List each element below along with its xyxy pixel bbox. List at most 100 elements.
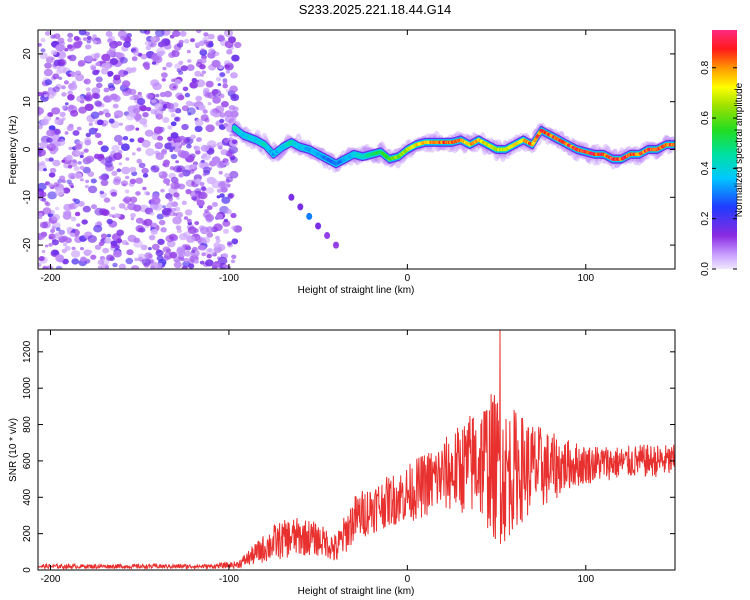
spectrogram-noise-blob bbox=[132, 204, 142, 212]
spectrogram-noise-blob bbox=[205, 259, 214, 267]
spectrogram-noise-blob bbox=[48, 172, 56, 178]
spectrogram-noise-blob bbox=[120, 180, 129, 187]
spectrogram-noise-blob bbox=[184, 244, 191, 249]
spectrogram-noise-blob bbox=[63, 80, 69, 85]
spectrogram-noise-blob bbox=[74, 143, 83, 150]
spectrogram-noise-blob bbox=[62, 258, 69, 265]
spectrogram-noise-blob bbox=[93, 53, 100, 59]
spectrogram-noise-blob bbox=[223, 218, 229, 223]
spectrogram-noise-blob bbox=[149, 211, 155, 216]
spectrogram-noise-blob bbox=[41, 197, 47, 202]
secondary-track-blob bbox=[315, 222, 322, 230]
spectrogram-noise-blob bbox=[103, 197, 111, 203]
spectrogram-noise-blob bbox=[80, 151, 85, 155]
spectrogram-noise-blob bbox=[76, 223, 81, 227]
spectrogram-noise-blob bbox=[117, 141, 123, 146]
spectrogram-noise-blob bbox=[122, 80, 131, 88]
spectrogram-noise-blob bbox=[97, 119, 104, 126]
spectrogram-noise-blob bbox=[94, 128, 99, 132]
spectrogram-noise-blob bbox=[174, 142, 181, 148]
spectrogram-noise-blob bbox=[166, 102, 174, 110]
spectrogram-noise-blob bbox=[199, 181, 205, 187]
spectrogram-noise-blob bbox=[222, 220, 231, 227]
spectrogram-noise-blob bbox=[113, 213, 120, 219]
spectrogram-noise-blob bbox=[130, 213, 136, 218]
spectrogram-noise-blob bbox=[106, 254, 114, 261]
spectrogram-noise-blob bbox=[94, 244, 102, 250]
spectrogram-noise-blob bbox=[172, 30, 181, 37]
spectrogram-noise-blob bbox=[184, 92, 191, 98]
spectrogram-noise-blob bbox=[53, 128, 61, 135]
spectrogram-noise-blob bbox=[107, 38, 113, 44]
spectrogram-noise-blob bbox=[38, 91, 43, 97]
spectrogram-noise-blob bbox=[211, 89, 222, 98]
spectrogram-noise-blob bbox=[199, 58, 207, 64]
spectrogram-noise-blob bbox=[169, 83, 179, 91]
spectrogram-noise-blob bbox=[215, 235, 220, 240]
spectrogram-noise-blob bbox=[68, 104, 75, 110]
spectrogram-noise-blob bbox=[39, 141, 48, 149]
spectrogram-noise-blob bbox=[113, 250, 122, 258]
spectrogram-noise-blob bbox=[225, 176, 233, 183]
spectrogram-noise-blob bbox=[174, 63, 182, 70]
spectrogram-noise-blob bbox=[129, 138, 135, 143]
spectrogram-noise-blob bbox=[101, 123, 107, 127]
spectrogram-noise-blob bbox=[70, 175, 76, 179]
spectrogram-noise-blob bbox=[170, 121, 177, 127]
spectrogram-noise-blob bbox=[202, 166, 211, 174]
spectrogram-noise-blob bbox=[183, 231, 191, 238]
spectrogram-noise-blob bbox=[72, 159, 77, 164]
spectrogram-noise-blob bbox=[194, 125, 203, 133]
spectrogram-noise-blob bbox=[129, 166, 137, 173]
spectrogram-noise-blob bbox=[218, 182, 226, 189]
snr-y-ticks: 0 200 400 600 800 1000 1200 bbox=[22, 340, 675, 573]
spectrogram-noise-blob bbox=[82, 205, 91, 213]
spectrogram-noise-blob bbox=[124, 200, 130, 205]
spectrogram-noise-blob bbox=[151, 196, 161, 205]
spectrogram-noise-blob bbox=[48, 236, 53, 240]
spectrogram-noise-blob bbox=[181, 265, 188, 269]
spectrogram-noise-blob bbox=[221, 196, 231, 204]
spectrogram-noise-blob bbox=[40, 48, 46, 53]
spectrogram-noise-blob bbox=[99, 190, 105, 195]
spectrogram-noise-blob bbox=[116, 238, 123, 244]
spectrogram-noise-blob bbox=[150, 228, 158, 235]
spectrogram-noise-blob bbox=[196, 30, 202, 34]
spectrogram-noise-blob bbox=[94, 132, 102, 138]
spectrogram-noise-blob bbox=[168, 197, 174, 202]
spectrogram-noise-blob bbox=[43, 115, 52, 122]
spectrogram-noise-blob bbox=[171, 146, 176, 150]
spectrogram-noise-blob bbox=[203, 32, 209, 37]
spectrogram-noise-blob bbox=[187, 59, 192, 63]
spectrogram-noise-blob bbox=[183, 38, 190, 44]
spectrogram-noise-blob bbox=[45, 202, 51, 207]
spectrogram-noise-blob bbox=[61, 235, 68, 241]
spectrogram-noise-blob bbox=[61, 92, 67, 97]
spectrogram-noise-blob bbox=[231, 54, 240, 62]
spectrogram-noise-blob bbox=[177, 94, 185, 101]
spectrogram-noise-blob bbox=[225, 208, 232, 215]
spectrogram-noise-blob bbox=[156, 265, 162, 269]
spectrogram-noise-blob bbox=[86, 35, 92, 41]
spectrogram-noise-blob bbox=[73, 198, 80, 204]
spectrogram-noise-blob bbox=[201, 236, 211, 244]
x-tick-label: -100 bbox=[219, 574, 239, 585]
spectrogram-noise-blob bbox=[73, 36, 80, 41]
spectrogram-noise-blob bbox=[72, 80, 77, 85]
spectrogram-noise-blob bbox=[83, 148, 89, 153]
spectrogram-noise-blob bbox=[208, 48, 215, 54]
spectrogram-noise-blob bbox=[100, 233, 108, 239]
spectrogram-noise-blob bbox=[211, 156, 221, 164]
spectrogram-noise-blob bbox=[125, 257, 134, 265]
spectrogram-noise-blob bbox=[48, 147, 53, 151]
spectrogram-noise-blob bbox=[136, 158, 142, 164]
spectrogram-noise-blob bbox=[64, 102, 69, 106]
spectrogram-noise-blob bbox=[55, 116, 60, 120]
spectrogram-noise-blob bbox=[74, 211, 81, 217]
spectrogram-noise-blob bbox=[83, 78, 91, 85]
spectrogram-noise-blob bbox=[213, 242, 221, 249]
spectrogram-noise-blob bbox=[158, 171, 163, 176]
spectrogram-noise-blob bbox=[43, 94, 48, 98]
spectrogram-noise-blob bbox=[123, 41, 131, 48]
spectrogram-noise-blob bbox=[80, 247, 84, 251]
